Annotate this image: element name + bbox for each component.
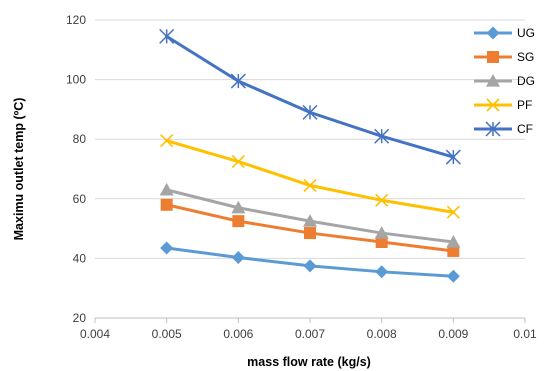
point-sg-2 [304,227,316,240]
point-ug-3 [375,265,389,279]
point-dg-3 [374,226,389,239]
point-pf-2 [303,178,317,192]
legend-marker-dg [486,74,500,87]
point-dg-1 [231,200,246,214]
y-tick-label-80: 80 [73,132,87,146]
point-ug-2 [303,259,317,273]
y-axis-title: Maximu outlet temp (ºC) [12,98,26,241]
x-tick-label-0.004: 0.004 [80,327,110,341]
legend-label-sg: SG [517,50,534,64]
x-tick-label-0.01: 0.01 [513,327,537,341]
y-tick-label-120: 120 [66,13,86,27]
y-tick-label-20: 20 [73,311,87,325]
point-sg-1 [232,215,245,228]
point-pf-3 [375,193,389,207]
legend-marker-cf [485,121,501,137]
series-group [159,28,461,283]
point-ug-0 [160,241,174,255]
point-sg-3 [375,236,388,249]
point-cf-4 [445,149,461,165]
legend-label-cf: CF [517,122,533,136]
point-pf-1 [231,154,245,169]
legend-label-dg: DG [517,74,535,88]
point-dg-0 [159,182,174,196]
legend-marker-pf [486,98,500,112]
legend-label-ug: UG [517,26,535,40]
y-tick-label-100: 100 [66,73,86,87]
legend-label-pf: PF [517,98,532,112]
point-pf-1-stroke-b [231,154,245,169]
point-pf-0-stroke-b [160,134,174,148]
x-axis-title: mass flow rate (kg/s) [247,355,371,369]
point-pf-0 [160,134,174,148]
legend-marker-pf-stroke-b [486,98,500,112]
x-tick-label-0.009: 0.009 [438,327,468,341]
x-tick-label-0.007: 0.007 [295,327,325,341]
x-tick-label-0.005: 0.005 [152,327,182,341]
y-tick-label-40: 40 [73,251,87,265]
legend-marker-ug [486,26,500,40]
point-sg-4 [447,244,460,257]
point-dg-4 [446,235,461,248]
point-pf-4 [446,205,460,219]
point-cf-3 [374,128,390,144]
point-cf-0 [159,28,175,44]
x-tick-label-0.006: 0.006 [223,327,253,341]
x-tick-label-0.008: 0.008 [367,327,397,341]
point-pf-4-stroke-b [446,205,460,219]
axes: 20 40 60 80 100 120 0.004 0.005 0.006 0.007 0.008 0… [66,13,537,341]
point-cf-2 [302,104,318,120]
point-ug-4 [446,269,460,283]
point-pf-2-stroke-b [303,178,317,192]
point-dg-2 [303,214,317,227]
point-pf-3-stroke-b [375,193,389,207]
y-tick-label-60: 60 [73,192,87,206]
point-cf-1 [230,73,246,89]
point-ug-1 [231,251,245,265]
point-sg-0 [160,198,173,211]
legend-marker-sg [487,51,499,63]
legend: UG SG DG PF CF [474,26,535,137]
